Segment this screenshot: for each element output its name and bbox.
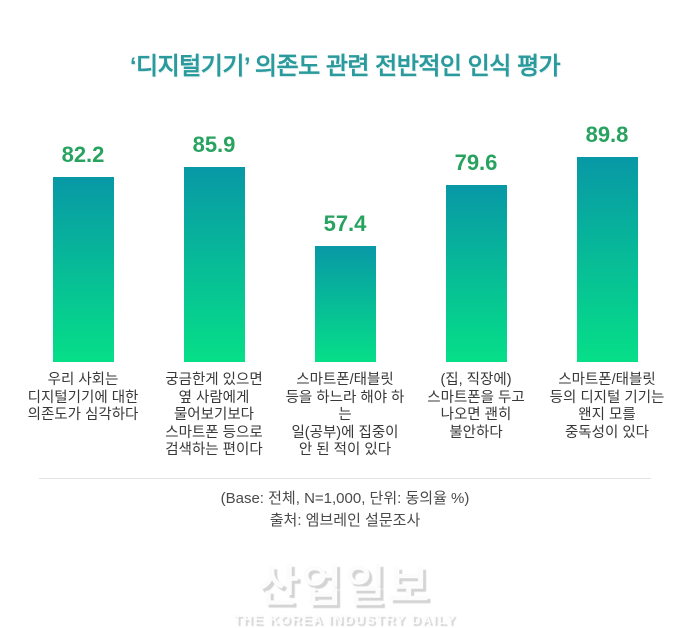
bar bbox=[445, 185, 507, 362]
source-note: 출처: 엠브레인 설문조사 bbox=[269, 512, 421, 529]
watermark-logo-text: 산업일보 bbox=[258, 562, 432, 611]
bar bbox=[183, 167, 245, 362]
footer-divider bbox=[39, 478, 651, 479]
bar-value-label: 85.9 bbox=[192, 132, 236, 157]
bar bbox=[576, 157, 638, 362]
bar-category-label: 궁금한게 있으면 옆 사람에게 물어보기보다 스마트폰 등으로 검색하는 편이다 bbox=[165, 372, 263, 458]
bar-category-label: 스마트폰/태블릿 등을 하느라 해야 하는 일(공부)에 집중이 안 된 적이 있다 bbox=[285, 372, 405, 458]
watermark-tagline: THE KOREA INDUSTRY DAILY bbox=[233, 612, 457, 627]
bar-category-label: 우리 사회는 디지털기기에 대한 의존도가 심각하다 bbox=[27, 372, 139, 423]
category-label-row: 우리 사회는 디지털기기에 대한 의존도가 심각하다 궁금한게 있으면 옆 사람에게 물어… bbox=[0, 372, 690, 460]
bar-column: 57.4 bbox=[280, 122, 411, 362]
bar-value-label: 79.6 bbox=[454, 150, 498, 175]
bar-column: 82.2 bbox=[18, 122, 149, 362]
bar-column: 85.9 bbox=[149, 122, 280, 362]
bar-chart: 82.2 85.9 57.4 79.6 89.8 bbox=[0, 122, 690, 362]
bar-category-label: (집, 직장에) 스마트폰을 두고 나오면 괜히 불안하다 bbox=[427, 372, 525, 441]
base-note: (Base: 전체, N=1,000, 단위: 동의율 %) bbox=[220, 490, 470, 507]
bar-category-label: 스마트폰/태블릿 등의 디지털 기기는 왠지 모를 중독성이 있다 bbox=[549, 372, 665, 441]
bar-value-label: 82.2 bbox=[61, 142, 105, 167]
bar bbox=[52, 177, 114, 362]
page-title: ‘디지털기기’ 의존도 관련 전반적인 인식 평가 bbox=[129, 53, 561, 80]
bar-column: 89.8 bbox=[542, 122, 673, 362]
footer: (Base: 전체, N=1,000, 단위: 동의율 %) 출처: 엠브레인 … bbox=[0, 488, 690, 532]
bar bbox=[314, 246, 376, 362]
bar-value-label: 57.4 bbox=[323, 211, 367, 236]
bar-column: 79.6 bbox=[411, 122, 542, 362]
bar-value-label: 89.8 bbox=[585, 122, 629, 147]
watermark: 산업일보 THE KOREA INDUSTRY DAILY bbox=[0, 550, 690, 627]
